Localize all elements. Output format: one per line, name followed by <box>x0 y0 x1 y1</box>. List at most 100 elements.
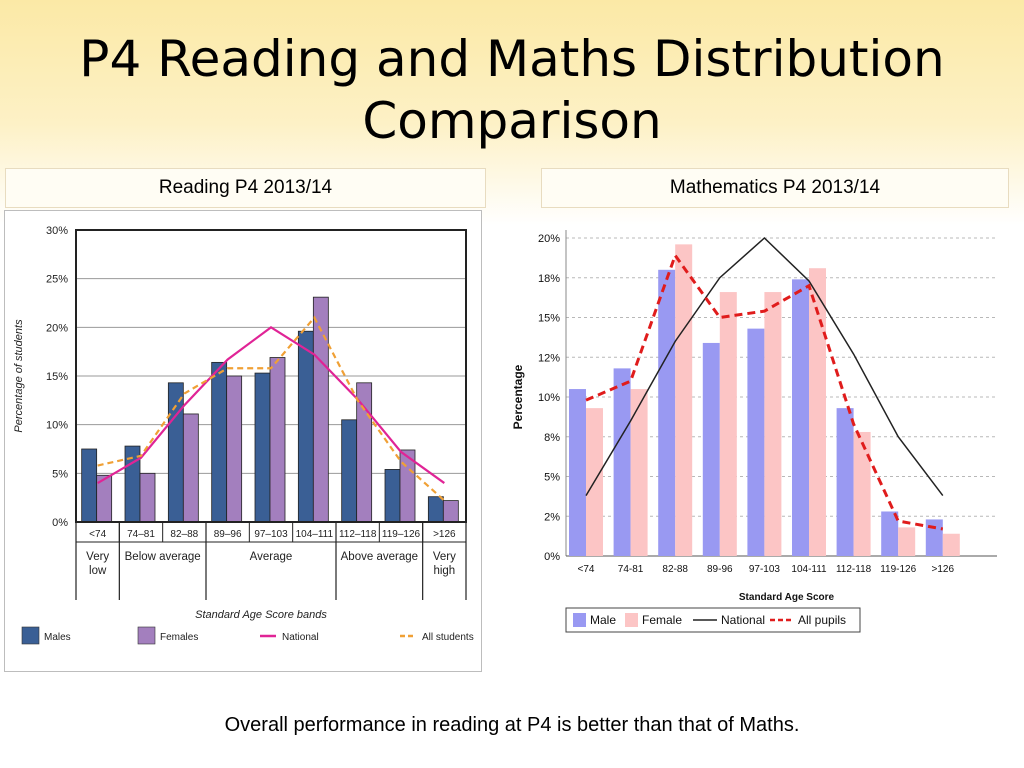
bar-male <box>881 511 899 556</box>
legend-label-males: Males <box>44 632 71 643</box>
x-tick-label: 119-126 <box>880 564 916 575</box>
line-all-students <box>97 315 446 502</box>
legend-swatch-male <box>573 613 586 627</box>
maths-chart: 0% 2% 5% 8% 10% 12% 15% 18% 20% Percentage <74 74-8… <box>511 230 997 633</box>
band-group-label: Average <box>250 551 293 563</box>
x-tick-label: 112-118 <box>836 564 872 575</box>
legend-label-female: Female <box>642 613 682 627</box>
x-tick-label: 89-96 <box>707 564 733 575</box>
band-group-label: Very <box>433 551 456 563</box>
legend-label-all-pupils: All pupils <box>798 613 846 627</box>
y-tick-label: 12% <box>538 352 560 364</box>
y-axis-label: Percentage of students <box>13 319 25 433</box>
y-tick-label: 15% <box>538 313 560 325</box>
x-tick-label: 74-81 <box>618 564 644 575</box>
bar-female <box>809 268 826 556</box>
x-tick-label: 82-88 <box>662 564 688 575</box>
slide-title: P4 Reading and Maths Distribution Compar… <box>79 30 945 150</box>
bar-females <box>182 413 199 523</box>
y-tick-label: 10% <box>46 420 68 432</box>
bar-female <box>853 431 871 556</box>
bar-females <box>139 472 156 523</box>
bar-males <box>341 419 358 523</box>
reading-panel-title: Reading P4 2013/14 <box>5 168 486 208</box>
y-axis-label: Percentage <box>511 364 525 429</box>
legend-label-females: Females <box>160 632 198 643</box>
bar-female <box>719 292 737 556</box>
y-tick-label: 0% <box>52 517 68 529</box>
x-tick-label: 104–111 <box>296 529 334 540</box>
x-tick-label: <74 <box>89 529 106 540</box>
legend-label-national: National <box>721 613 765 627</box>
legend-swatch-female <box>625 613 638 627</box>
bar-males <box>81 448 98 523</box>
bar-male <box>925 519 943 556</box>
band-group-label: low <box>89 565 107 577</box>
band-group-label: high <box>433 565 455 577</box>
line-national <box>97 326 445 485</box>
legend-label-male: Male <box>590 613 616 627</box>
bar-males <box>297 330 314 523</box>
reading-chart: 0% 5% 10% 15% 20% 25% 30% Percentage of student… <box>13 225 474 645</box>
y-tick-label: 18% <box>538 273 560 285</box>
bar-male <box>658 269 676 556</box>
reading-chart-frame <box>4 210 482 672</box>
bar-males <box>211 361 228 523</box>
legend-swatch-females <box>137 626 156 645</box>
bar-males <box>427 496 444 523</box>
x-tick-label: 89–96 <box>214 529 242 540</box>
bar-females <box>356 382 373 523</box>
y-tick-label: 20% <box>538 233 560 245</box>
bar-male <box>702 342 720 556</box>
bar-male <box>792 279 809 556</box>
line-all-pupils <box>585 252 944 531</box>
x-axis-label: Standard Age Score bands <box>195 609 327 621</box>
plot-frame <box>75 229 467 523</box>
bar-female <box>675 244 693 557</box>
y-tick-label: 20% <box>46 322 68 334</box>
x-tick-label: <74 <box>578 564 595 575</box>
y-tick-label: 25% <box>46 274 68 286</box>
bar-males <box>167 382 184 523</box>
footer-note: Overall performance in reading at P4 is … <box>224 714 800 736</box>
y-tick-label: 15% <box>46 371 68 383</box>
x-tick-label: >126 <box>433 529 456 540</box>
band-group-label: Above average <box>341 551 418 563</box>
bar-male <box>836 408 854 556</box>
line-national <box>585 236 944 497</box>
legend-label-all-students: All students <box>422 632 474 643</box>
bar-females <box>269 357 286 523</box>
y-tick-label: 5% <box>52 468 68 480</box>
band-group-label: Below average <box>125 551 201 563</box>
y-tick-label: 8% <box>544 432 560 444</box>
x-tick-label: 74–81 <box>127 529 155 540</box>
bar-females <box>226 375 243 523</box>
y-tick-label: 2% <box>544 511 560 523</box>
bar-males <box>384 469 401 523</box>
band-group-label: Very <box>86 551 109 563</box>
maths-panel-title: Mathematics P4 2013/14 <box>541 168 1009 208</box>
bar-female <box>630 389 648 556</box>
y-tick-label: 30% <box>46 225 68 237</box>
bar-female <box>764 292 782 556</box>
x-tick-label: 112–118 <box>339 529 377 540</box>
bar-females <box>442 500 459 523</box>
x-tick-label: 119–126 <box>382 529 421 540</box>
legend-swatch-males <box>21 626 40 645</box>
bar-female <box>942 533 960 556</box>
bar-female <box>898 527 916 556</box>
x-tick-label: 97–103 <box>254 529 288 540</box>
legend-label-national: National <box>282 632 319 643</box>
x-axis-label: Standard Age Score <box>739 592 835 603</box>
x-tick-label: 104-111 <box>791 564 827 575</box>
x-tick-label: 82–88 <box>170 529 198 540</box>
y-tick-label: 5% <box>544 472 560 484</box>
bar-male <box>747 328 765 556</box>
y-tick-label: 0% <box>544 551 560 563</box>
bar-male <box>613 368 631 556</box>
x-tick-label: >126 <box>932 564 955 575</box>
y-tick-label: 10% <box>538 392 560 404</box>
bar-males <box>254 372 271 523</box>
bar-male <box>569 389 586 556</box>
x-tick-label: 97-103 <box>749 564 781 575</box>
